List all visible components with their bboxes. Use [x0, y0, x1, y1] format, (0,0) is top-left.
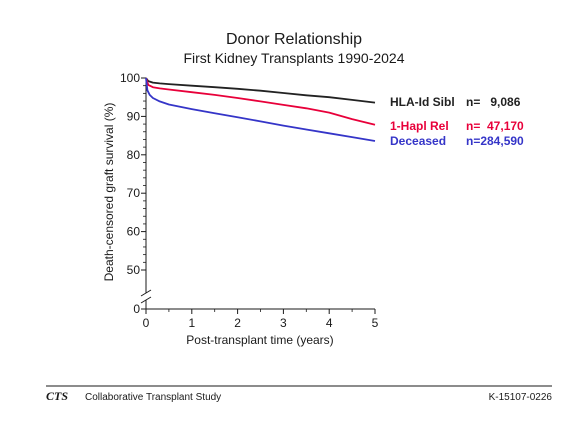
x-tick-label: 1 — [188, 316, 195, 330]
y-tick-label: 60 — [127, 225, 141, 239]
series-lines — [145, 77, 376, 142]
legend: HLA-Id Sibl n= 9,086 1-Hapl Rel n= 47,170 De… — [390, 95, 524, 148]
chart-axes: 0 50 60 70 80 90 100 0 1 2 3 4 5 — [120, 71, 379, 330]
x-tick-label: 4 — [326, 316, 333, 330]
legend-count-hla-id-sibl: n= 9,086 — [466, 95, 521, 109]
legend-count-1-hapl-rel: n= 47,170 — [466, 119, 524, 133]
y-tick-label: 90 — [127, 109, 141, 123]
x-tick-label: 5 — [372, 316, 379, 330]
x-tick-label: 0 — [143, 316, 150, 330]
series-line-hla-id-sibl — [145, 77, 376, 104]
y-tick-label: 70 — [127, 186, 141, 200]
legend-label-deceased: Deceased — [390, 134, 446, 148]
series-line-deceased — [145, 77, 376, 142]
x-tick-label: 2 — [234, 316, 241, 330]
footer-code: K-15107-0226 — [489, 392, 553, 403]
y-axis-label: Death-censored graft survival (%) — [102, 103, 116, 282]
y-tick-label: 80 — [127, 148, 141, 162]
series-line-1-hapl-rel — [145, 77, 376, 126]
legend-count-deceased: n=284,590 — [466, 134, 524, 148]
cts-logo: CTS — [46, 389, 68, 403]
x-axis-label: Post-transplant time (years) — [186, 333, 333, 347]
legend-label-hla-id-sibl: HLA-Id Sibl — [390, 95, 455, 109]
y-tick-label: 50 — [127, 263, 141, 277]
y-tick-label: 100 — [120, 71, 140, 85]
legend-label-1-hapl-rel: 1-Hapl Rel — [390, 119, 449, 133]
chart-subtitle: First Kidney Transplants 1990-2024 — [183, 50, 404, 66]
y-axis-break-mark — [140, 289, 152, 297]
y-axis-break-mark — [140, 296, 152, 304]
y-tick-label: 0 — [133, 302, 140, 316]
x-tick-label: 3 — [280, 316, 287, 330]
footer-org: Collaborative Transplant Study — [85, 392, 221, 403]
chart-title: Donor Relationship — [226, 31, 362, 48]
